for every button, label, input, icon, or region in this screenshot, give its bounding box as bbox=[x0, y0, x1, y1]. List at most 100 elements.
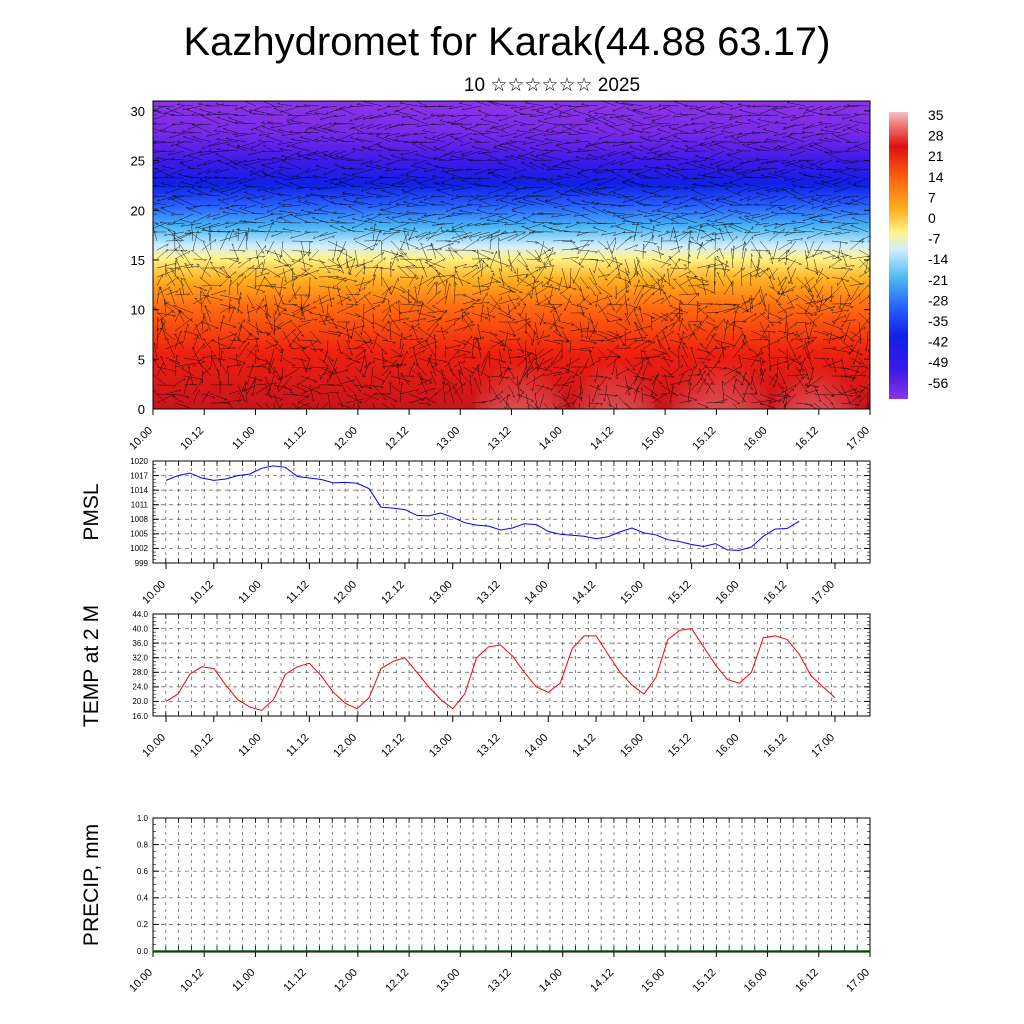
chart-subtitle: 10 ☆☆☆☆☆☆ 2025 bbox=[464, 75, 640, 96]
height-tick-label: 10 bbox=[131, 303, 145, 318]
colorbar-label: -42 bbox=[928, 334, 948, 350]
wind-vector-field bbox=[153, 101, 870, 409]
pmsl-tick-label: 1005 bbox=[130, 530, 148, 539]
precip-time-tick-label: 14.12 bbox=[588, 967, 616, 995]
height-axis: 0 5 10 15 20 25 30 bbox=[131, 104, 870, 417]
pmsl-tick-label: 1011 bbox=[131, 501, 149, 510]
precip-tick-label: 0.6 bbox=[137, 867, 149, 876]
height-tick-label: 0 bbox=[138, 402, 145, 417]
temp-time-tick-label: 16.00 bbox=[714, 732, 742, 760]
precip-time-axis: 10.00 10.12 11.00 11.12 12.00 12.12 13.00 13.12… bbox=[127, 951, 872, 995]
pmsl-time-tick-label: 17.00 bbox=[809, 579, 837, 607]
pmsl-tick-label: 1002 bbox=[130, 544, 148, 553]
colorbar-label: -49 bbox=[928, 354, 948, 370]
temp-time-tick-label: 11.00 bbox=[236, 732, 263, 759]
temp-time-tick-label: 10.00 bbox=[140, 732, 168, 760]
temp-tick-label: 24.0 bbox=[132, 683, 148, 692]
colorbar-label: 21 bbox=[928, 148, 944, 164]
precip-time-tick-label: 15.00 bbox=[639, 967, 667, 995]
precip-time-tick-label: 11.00 bbox=[230, 967, 257, 994]
temp-tick-label: 28.0 bbox=[132, 668, 148, 677]
top-time-tick-label: 16.12 bbox=[793, 425, 821, 453]
temp-time-tick-label: 15.00 bbox=[618, 732, 646, 760]
pmsl-time-axis: 10.00 10.12 11.00 11.12 12.00 12.12 13.00 13.12… bbox=[140, 563, 837, 607]
precip-tick-label: 0.8 bbox=[137, 840, 149, 849]
hot-spots bbox=[475, 324, 855, 409]
colorbar-label: -14 bbox=[928, 251, 948, 267]
height-tick-label: 30 bbox=[131, 104, 145, 119]
precip-time-tick-label: 10.12 bbox=[178, 967, 206, 995]
pmsl-tick-label: 1017 bbox=[130, 471, 148, 480]
colorbar-label: 0 bbox=[928, 210, 936, 226]
precip-time-tick-label: 11.12 bbox=[281, 967, 308, 994]
colorbar-bar bbox=[889, 112, 908, 399]
pmsl-time-tick-label: 15.00 bbox=[618, 579, 646, 607]
top-time-tick-label: 13.12 bbox=[486, 425, 514, 453]
top-time-tick-label: 10.12 bbox=[178, 425, 206, 453]
pmsl-time-tick-label: 13.12 bbox=[475, 579, 503, 607]
precip-ylabel: PRECIP, mm bbox=[80, 824, 103, 946]
colorbar-label: -7 bbox=[928, 231, 941, 247]
wind-vectors bbox=[153, 101, 870, 409]
temp-time-tick-label: 13.12 bbox=[475, 732, 503, 760]
pmsl-time-tick-label: 11.12 bbox=[284, 579, 311, 606]
temp-tick-label: 40.0 bbox=[132, 624, 148, 633]
temp-time-tick-label: 17.00 bbox=[809, 732, 837, 760]
temp-grid bbox=[152, 614, 871, 716]
colorbar: 35 28 21 14 7 0 -7 -14 -21 -28 -35 -42 -49 -56 bbox=[889, 107, 948, 399]
temp-tick-label: 36.0 bbox=[132, 639, 148, 648]
colorbar-label: -56 bbox=[928, 375, 948, 391]
temp-series-line bbox=[165, 628, 836, 712]
temp-tick-label: 32.0 bbox=[132, 654, 148, 663]
colorbar-label: -21 bbox=[928, 272, 948, 288]
pmsl-time-tick-label: 14.12 bbox=[570, 579, 598, 607]
pmsl-time-tick-label: 11.00 bbox=[236, 579, 263, 606]
height-tick-label: 20 bbox=[131, 203, 145, 218]
precip-time-tick-label: 16.12 bbox=[793, 967, 821, 995]
temp-tick-label: 20.0 bbox=[132, 697, 148, 706]
temp-time-tick-label: 11.12 bbox=[284, 732, 311, 759]
height-tick-label: 15 bbox=[131, 253, 145, 268]
precip-panel: 1.00.80.60.40.20.0 10.00 10.12 11.00 11.12 1… bbox=[80, 814, 872, 995]
temp-axis: 44.0 40.0 36.0 32.0 28.0 24.0 20.0 16.0 bbox=[132, 610, 870, 721]
top-time-tick-label: 11.00 bbox=[230, 425, 257, 452]
top-time-tick-label: 11.12 bbox=[281, 425, 308, 452]
temp-panel: 44.040.036.032.028.024.020.016.0 10.00 10… bbox=[80, 605, 871, 760]
temp-time-tick-label: 16.12 bbox=[761, 732, 789, 760]
top-time-tick-label: 17.00 bbox=[844, 425, 872, 453]
pmsl-time-tick-label: 16.12 bbox=[761, 579, 789, 607]
top-time-tick-label: 14.12 bbox=[588, 425, 616, 453]
pmsl-time-tick-label: 12.00 bbox=[331, 579, 359, 607]
pmsl-tick-label: 1014 bbox=[130, 486, 148, 495]
precip-time-tick-label: 13.12 bbox=[486, 967, 514, 995]
temp-time-tick-label: 13.00 bbox=[427, 732, 455, 760]
pmsl-time-tick-label: 16.00 bbox=[714, 579, 742, 607]
top-time-tick-label: 13.00 bbox=[434, 425, 462, 453]
pmsl-time-tick-label: 14.00 bbox=[522, 579, 550, 607]
temp-time-tick-label: 15.12 bbox=[666, 732, 694, 760]
colorbar-label: 7 bbox=[928, 189, 936, 205]
precip-time-tick-label: 12.12 bbox=[383, 967, 411, 995]
temp-time-axis: 10.00 10.12 11.00 11.12 12.00 12.12 13.00 13.12… bbox=[140, 716, 837, 760]
pmsl-time-tick-label: 13.00 bbox=[427, 579, 455, 607]
colorbar-label: 35 bbox=[928, 107, 944, 123]
pmsl-grid bbox=[152, 461, 871, 563]
pmsl-series-line bbox=[165, 465, 800, 551]
top-time-tick-label: 15.12 bbox=[691, 425, 719, 453]
precip-tick-label: 0.4 bbox=[137, 894, 149, 903]
precip-time-tick-label: 10.00 bbox=[127, 967, 155, 995]
pmsl-tick-label: 999 bbox=[135, 559, 149, 568]
time-axis-top: 10.00 10.12 11.00 11.12 12.00 12.12 13.00 13.12… bbox=[127, 409, 872, 453]
precip-time-tick-label: 13.00 bbox=[434, 967, 462, 995]
pmsl-time-tick-label: 10.00 bbox=[140, 579, 168, 607]
precip-axis: 1.0 0.8 0.6 0.4 0.2 0.0 bbox=[137, 814, 870, 956]
temp-time-tick-label: 14.00 bbox=[522, 732, 550, 760]
precip-tick-label: 1.0 bbox=[137, 814, 149, 823]
top-time-tick-label: 14.00 bbox=[537, 425, 565, 453]
pmsl-time-tick-label: 15.12 bbox=[666, 579, 694, 607]
colorbar-label: 28 bbox=[928, 128, 944, 144]
precip-time-tick-label: 16.00 bbox=[742, 967, 770, 995]
pmsl-axis: 1020 1017 1014 1011 1008 1005 1002 999 bbox=[130, 457, 870, 568]
colorbar-label: -35 bbox=[928, 313, 948, 329]
